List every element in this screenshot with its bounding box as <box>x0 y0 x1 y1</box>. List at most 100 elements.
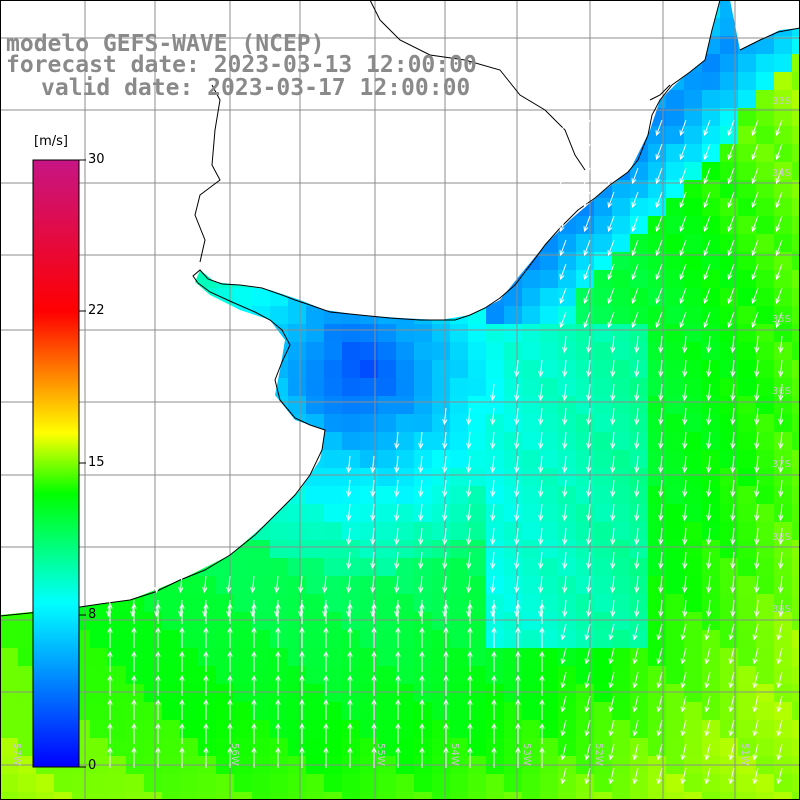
wind-cell <box>792 90 800 108</box>
wind-cell <box>684 648 702 666</box>
wind-cell <box>756 306 774 324</box>
wind-arrow <box>631 167 639 185</box>
wind-arrow <box>586 383 592 402</box>
wind-cell <box>720 774 738 792</box>
wind-cell <box>774 576 792 594</box>
wind-arrow <box>107 650 113 672</box>
wind-arrow <box>203 698 209 720</box>
wind-arrow <box>730 479 736 498</box>
wind-cell <box>144 684 162 702</box>
wind-arrow <box>394 431 400 450</box>
wind-cell <box>684 702 702 720</box>
wind-cell <box>540 702 558 720</box>
wind-cell <box>0 612 18 630</box>
wind-arrow <box>370 479 376 498</box>
wind-cell <box>666 324 684 342</box>
wind-arrow <box>727 239 735 257</box>
wind-cell <box>648 288 666 306</box>
wind-arrow <box>251 626 257 648</box>
wind-cell <box>90 648 108 666</box>
wind-cell <box>666 774 684 792</box>
wind-arrow <box>610 407 616 426</box>
wind-cell <box>90 684 108 702</box>
wind-cell <box>792 144 800 162</box>
wind-cell <box>180 792 198 800</box>
wind-arrow <box>776 767 783 785</box>
wind-cell <box>450 612 468 630</box>
wind-cell <box>738 72 756 90</box>
wind-cell <box>504 594 522 612</box>
wind-arrow <box>347 650 353 672</box>
wind-cell <box>774 738 792 756</box>
wind-cell <box>432 576 450 594</box>
wind-cell <box>702 324 720 342</box>
wind-arrow <box>728 767 735 785</box>
wind-cell <box>684 468 702 486</box>
wind-cell <box>288 378 306 396</box>
wind-cell <box>738 450 756 468</box>
wind-arrow <box>634 599 640 618</box>
wind-arrow <box>559 263 567 281</box>
wind-arrow <box>347 746 353 768</box>
wind-cell <box>468 396 486 414</box>
wind-cell <box>666 378 684 396</box>
wind-cell <box>576 612 594 630</box>
wind-cell <box>648 738 666 756</box>
wind-cell <box>756 234 774 252</box>
wind-cell <box>234 576 252 594</box>
wind-arrow <box>706 455 712 474</box>
wind-arrow <box>752 623 759 641</box>
wind-cell <box>522 450 540 468</box>
wind-arrow <box>370 503 376 522</box>
wind-arrow <box>275 602 281 624</box>
wind-cell <box>288 576 306 594</box>
wind-arrow <box>203 722 209 744</box>
wind-cell <box>792 432 800 450</box>
wind-arrow <box>776 623 783 641</box>
wind-cell <box>576 234 594 252</box>
wind-cell <box>648 666 666 684</box>
wind-cell <box>684 576 702 594</box>
wind-cell <box>414 450 432 468</box>
wind-arrow <box>655 287 663 305</box>
wind-cell <box>612 684 630 702</box>
wind-arrow <box>775 143 783 161</box>
wind-cell <box>756 540 774 558</box>
wind-cell <box>108 684 126 702</box>
wind-cell <box>558 450 576 468</box>
wind-cell <box>738 666 756 684</box>
colorbar-tick-22: 22 <box>88 303 105 318</box>
wind-cell <box>180 738 198 756</box>
wind-arrow <box>371 626 377 648</box>
land-area <box>0 0 720 615</box>
wind-cell <box>558 486 576 504</box>
wind-cell <box>684 594 702 612</box>
wind-cell <box>306 342 324 360</box>
wind-cell <box>648 774 666 792</box>
wind-arrow <box>466 575 472 594</box>
wind-cell <box>738 522 756 540</box>
wind-cell <box>288 720 306 738</box>
wind-cell <box>252 558 270 576</box>
wind-arrow <box>727 167 735 185</box>
wind-arrow <box>299 722 305 744</box>
wind-cell <box>324 378 342 396</box>
wind-cell <box>504 450 522 468</box>
wind-cell <box>504 378 522 396</box>
wind-cell <box>558 594 576 612</box>
wind-cell <box>450 414 468 432</box>
wind-arrow <box>562 503 568 522</box>
wind-arrow <box>419 698 425 720</box>
wind-cell <box>558 576 576 594</box>
wind-cell <box>198 576 216 594</box>
wind-arrow <box>131 698 137 720</box>
wind-arrow <box>323 698 329 720</box>
wind-arrow <box>131 626 137 648</box>
wind-cell <box>684 612 702 630</box>
wind-cell <box>666 558 684 576</box>
wind-cell <box>522 774 540 792</box>
wind-arrow <box>394 503 400 522</box>
wind-cell <box>396 666 414 684</box>
wind-cell <box>684 666 702 684</box>
wind-arrow <box>706 527 712 546</box>
